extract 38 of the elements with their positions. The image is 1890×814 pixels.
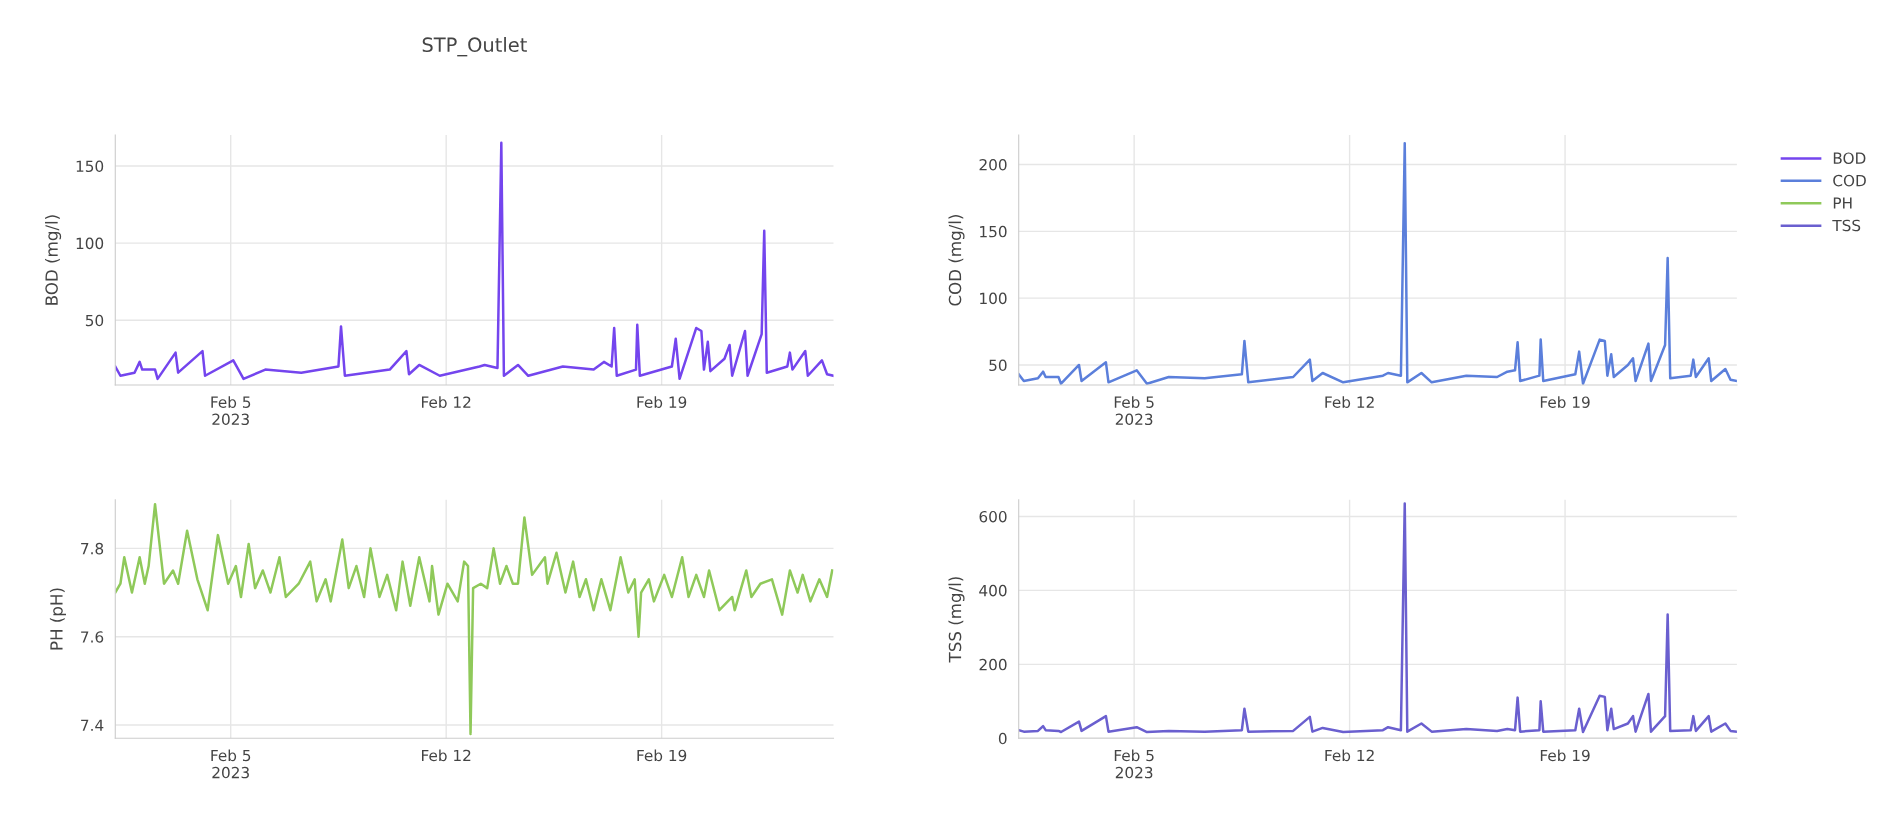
x-tick-label: Feb 19 [1540,396,1590,408]
x-tick-label: Feb 5 2023 [1114,749,1154,779]
x-tick-label: Feb 19 [637,396,687,408]
line-series [1018,502,1737,734]
y-tick-label: 600 [979,510,1007,523]
chart-title: STP_Outlet [422,37,527,57]
x-tick-label: Feb 12 [1325,749,1374,762]
x-tick-label: Feb 5 2023 [211,749,251,779]
y-tick-label: 0 [998,732,1007,745]
y-axis-title: PH (pH) [49,588,66,650]
y-tick-label: 200 [979,158,1007,171]
y-tick-label: 150 [76,160,104,172]
y-axis-title: TSS (mg/l) [948,577,965,663]
legend-label: PH [1833,197,1852,209]
y-tick-label: 100 [76,237,104,250]
y-tick-label: 400 [979,584,1007,597]
y-tick-label: 7.6 [81,631,104,643]
x-tick-label: Feb 5 2023 [1114,396,1154,426]
line-series [115,502,834,736]
y-axis-title: COD (mg/l) [948,215,965,306]
y-tick-label: 50 [989,359,1007,371]
y-tick-label: 7.8 [81,542,104,555]
y-tick-label: 100 [980,292,1007,305]
x-tick-label: Feb 12 [422,396,471,408]
x-tick-label: Feb 12 [1325,396,1374,408]
legend-label: COD [1833,174,1866,187]
legend-label: BOD [1833,152,1866,164]
line-series [115,141,834,381]
x-tick-label: Feb 12 [422,749,471,762]
y-tick-label: 200 [979,658,1007,671]
x-tick-label: Feb 19 [1540,749,1590,762]
y-tick-label: 7.4 [81,719,104,731]
x-tick-label: Feb 19 [637,749,687,762]
legend-label: TSS [1832,219,1861,232]
y-tick-label: 50 [85,314,104,327]
y-tick-label: 150 [980,225,1007,238]
x-tick-label: Feb 5 2023 [211,396,251,426]
y-axis-title: BOD (mg/l) [45,215,62,305]
